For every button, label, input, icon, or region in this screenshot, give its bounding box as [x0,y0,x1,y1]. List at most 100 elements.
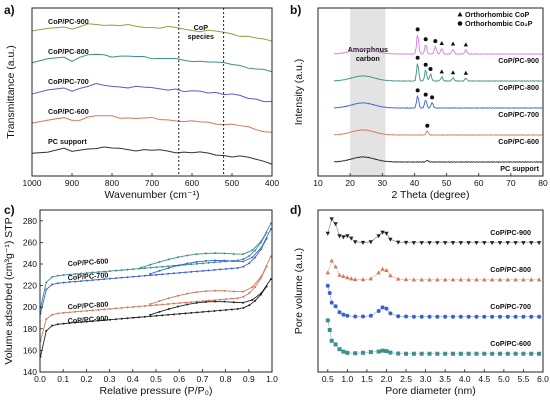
pore-point [490,314,495,319]
isotherm-point [155,304,158,307]
isotherm-point [91,271,94,274]
co2p-peak-marker [433,39,438,44]
pore-point [411,277,417,282]
isotherm-point [219,260,222,263]
isotherm-point [68,273,71,276]
isotherm-point [62,281,65,284]
pore-point [341,274,346,278]
x-tick-label: 40 [410,178,420,188]
isotherm-point [248,292,251,295]
x-tick-label: 20 [345,178,355,188]
co2p-peak-marker [415,55,420,60]
isotherm-point [126,306,129,309]
pore-point [435,314,440,319]
isotherm-point [103,319,106,322]
pore-point [341,349,346,354]
pore-point [333,264,338,269]
isotherm-point [269,278,272,281]
pore-point [361,350,365,355]
x-tick-label: 60 [474,178,484,188]
isotherm-point [195,301,198,304]
x-tick-label: 0.8 [220,374,232,384]
pore-point [505,241,510,246]
isotherm-point [204,290,207,293]
isotherm-point [196,270,199,273]
isotherm-point [138,305,141,308]
pore-point [513,351,518,356]
isotherm-point [85,272,88,275]
isotherm-point [62,311,65,314]
isotherm-point [265,285,268,288]
isotherm-point [80,272,83,275]
cop-peak-marker [439,69,444,74]
isotherm-point [74,273,77,276]
pore-point [345,275,350,280]
isotherm-point [260,239,263,242]
isotherm-point [103,308,106,311]
isotherm-point [186,262,189,265]
pore-point [384,306,389,311]
isotherm-point [219,268,222,271]
desorption-line-CoP/PC-700 [150,228,272,275]
isotherm-point [132,268,135,271]
pore-point [482,277,487,282]
isotherm-point [196,311,199,314]
x-axis-label: 2 Theta (degree) [391,189,469,201]
co2p-peak-marker [423,37,428,42]
cop-peak-marker [439,41,444,45]
isotherm-point [149,266,152,269]
x-tick-label: 4.5 [478,374,490,384]
pore-point [380,266,385,271]
isotherm-point [80,280,83,283]
series-label: CoP/PC-700 [67,270,108,282]
isotherm-point [190,263,193,266]
isotherm-point [230,308,233,311]
x-tick-label: 0.0 [34,374,46,384]
series-label: CoP/PC-600 [67,256,108,268]
pore-point [388,311,393,316]
isotherm-point [269,222,272,225]
isotherm-point [56,274,59,277]
isotherm-point [167,258,170,261]
isotherm-point [236,297,239,300]
legend-marker [457,11,463,17]
pore-point [337,272,342,277]
pore-point [458,241,464,246]
isotherm-point [103,278,106,281]
x-axis-label: Relative pressure (P/P₀) [100,385,213,397]
isotherm-point [172,302,175,305]
isotherm-point [186,292,189,295]
series-label: CoP/PC-900 [498,56,539,65]
x-tick-label: 80 [538,178,548,188]
adsorption-line-CoP/PC-700 [40,238,268,314]
isotherm-point [223,252,226,255]
isotherm-point [45,288,48,291]
pore-point [396,314,401,319]
isotherm-point [85,279,88,282]
pore-point [353,351,358,356]
desorption-line-CoP/PC-800 [150,256,272,305]
isotherm-point [132,316,135,319]
series-line-CoP/PC-600 [31,115,273,133]
x-tick-label: 900 [65,178,79,188]
panel-letter: b) [290,3,301,17]
isotherm-point [74,280,77,283]
series-label: CoP/PC-900 [67,314,108,326]
isotherm-point [68,311,71,314]
cop-peak-marker [463,70,469,75]
pore-point [353,314,358,319]
pore-point [529,351,534,356]
isotherm-point [186,254,189,257]
isotherm-point [161,314,164,317]
pore-point [419,241,424,246]
isotherm-point [149,263,152,266]
pore-point [368,240,374,245]
pore-point [333,342,338,347]
y-tick-label: 220 [23,281,37,291]
pore-point [384,349,389,354]
isotherm-point [158,300,161,303]
x-tick-label: 600 [185,178,199,188]
isotherm-point [56,312,59,315]
isotherm-point [126,317,129,320]
pore-point [490,351,495,356]
